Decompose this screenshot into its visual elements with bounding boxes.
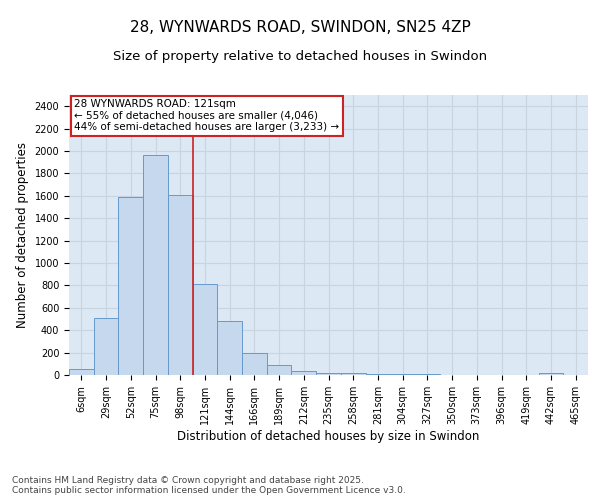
Bar: [390, 374, 415, 375]
Y-axis label: Number of detached properties: Number of detached properties: [16, 142, 29, 328]
Bar: [193, 284, 217, 375]
Text: Contains HM Land Registry data © Crown copyright and database right 2025.
Contai: Contains HM Land Registry data © Crown c…: [12, 476, 406, 495]
Bar: [217, 321, 242, 375]
Bar: [365, 374, 390, 375]
Bar: [539, 373, 563, 375]
Bar: [69, 370, 94, 375]
Bar: [118, 197, 143, 375]
X-axis label: Distribution of detached houses by size in Swindon: Distribution of detached houses by size …: [178, 430, 479, 442]
Bar: [341, 374, 365, 375]
Bar: [415, 374, 440, 375]
Text: 28, WYNWARDS ROAD, SWINDON, SN25 4ZP: 28, WYNWARDS ROAD, SWINDON, SN25 4ZP: [130, 20, 470, 35]
Bar: [143, 156, 168, 375]
Bar: [94, 318, 118, 375]
Bar: [168, 194, 193, 375]
Text: Size of property relative to detached houses in Swindon: Size of property relative to detached ho…: [113, 50, 487, 63]
Bar: [242, 352, 267, 375]
Bar: [292, 370, 316, 375]
Bar: [267, 365, 292, 375]
Text: 28 WYNWARDS ROAD: 121sqm
← 55% of detached houses are smaller (4,046)
44% of sem: 28 WYNWARDS ROAD: 121sqm ← 55% of detach…: [74, 99, 340, 132]
Bar: [316, 373, 341, 375]
